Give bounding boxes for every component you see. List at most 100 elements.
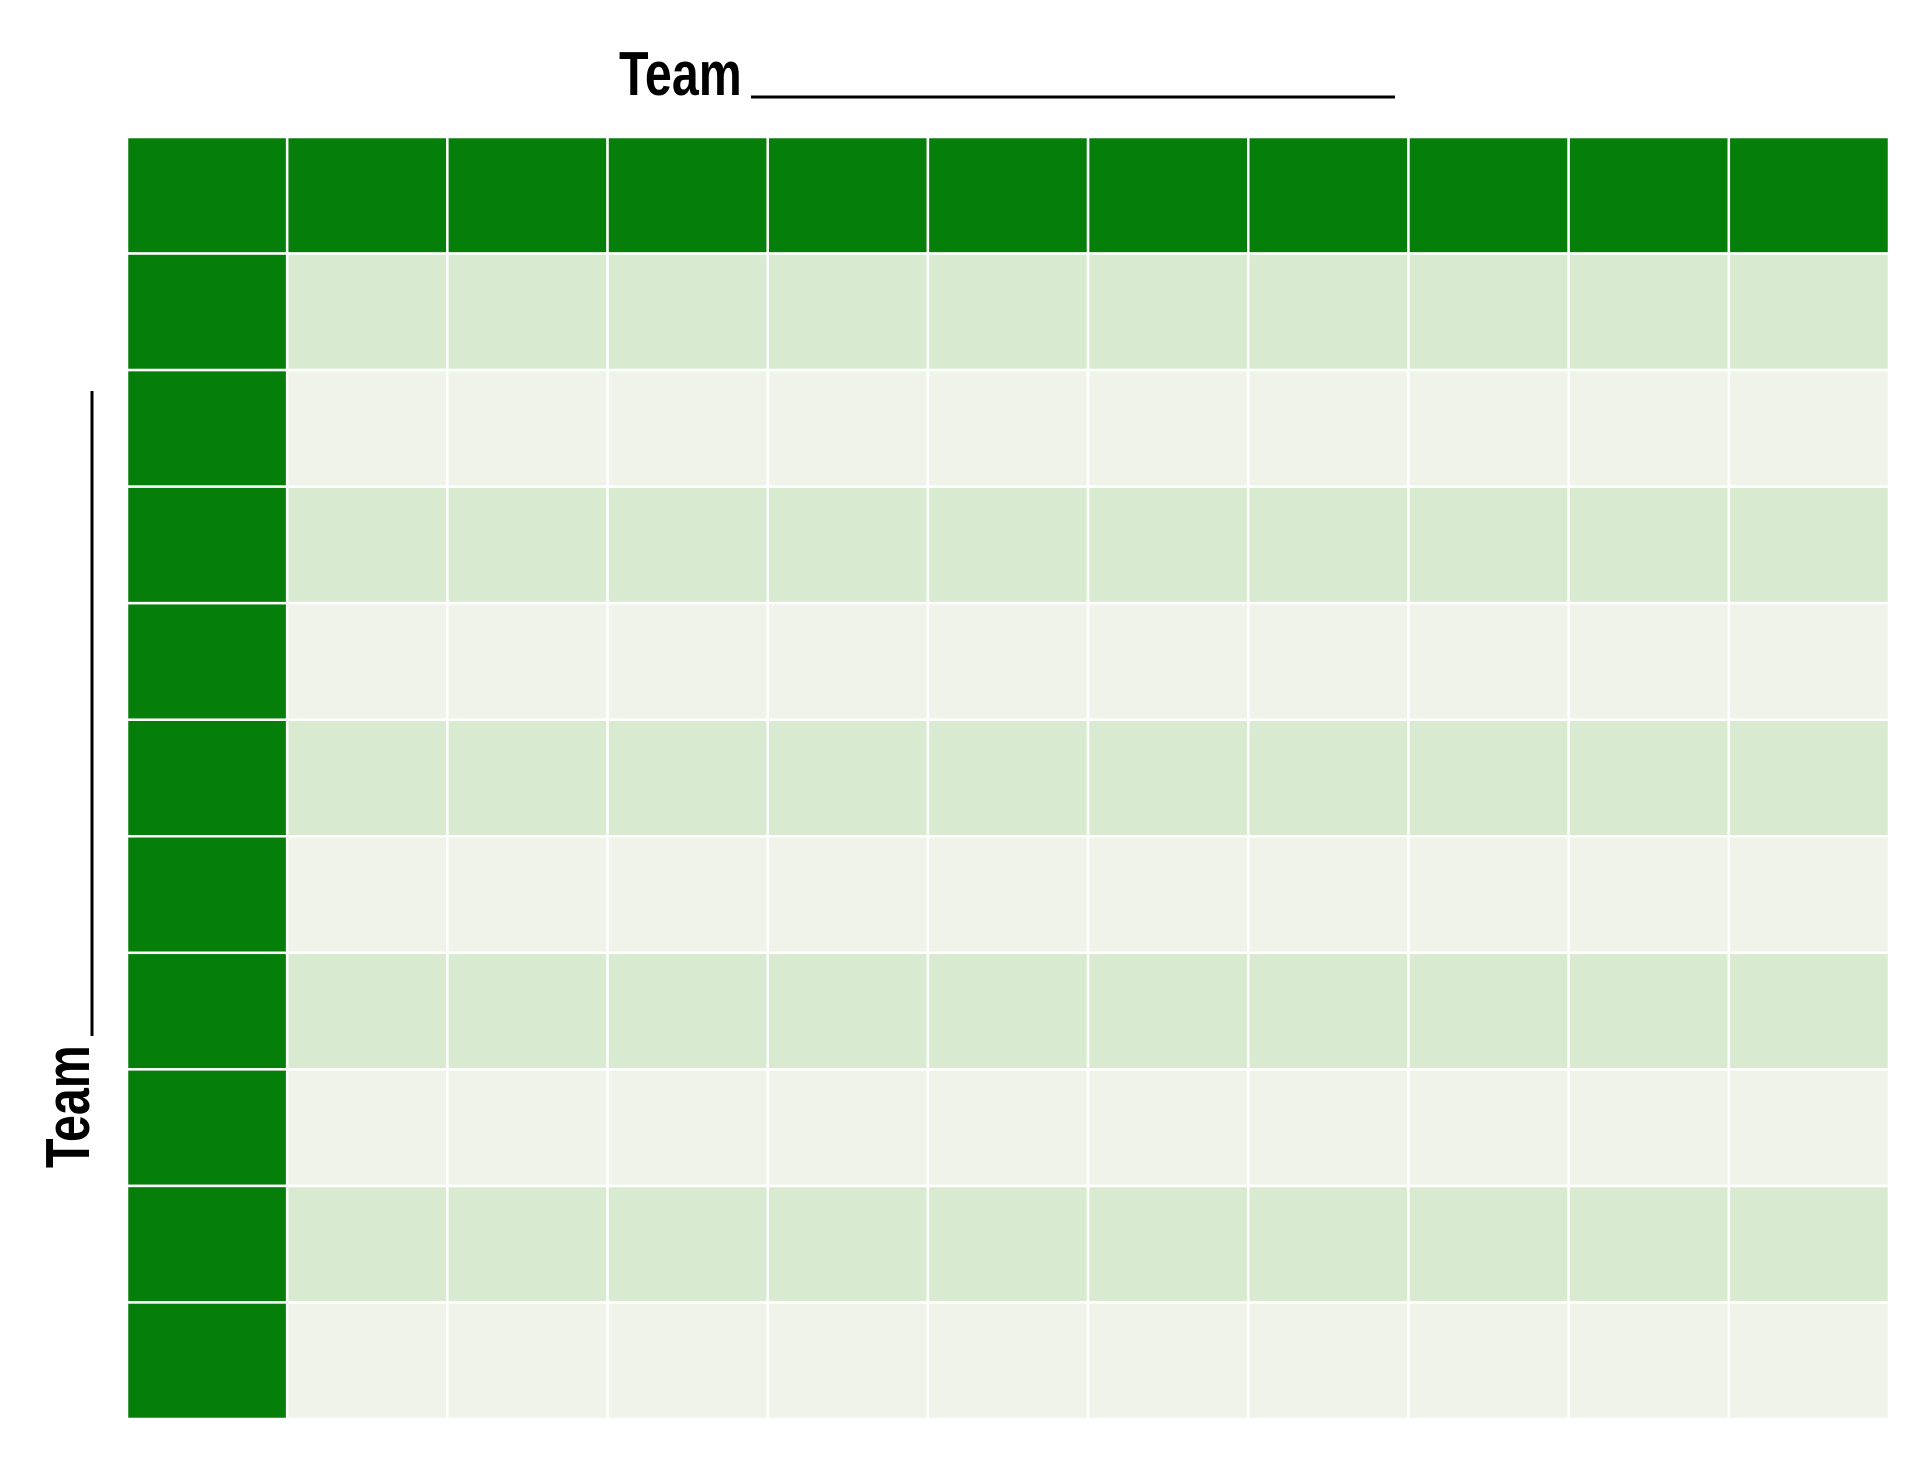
- square-cell: [1247, 601, 1410, 721]
- square-cell: [1247, 252, 1410, 372]
- square-cell: [1407, 252, 1570, 372]
- square-cell: [285, 835, 449, 955]
- square-cell: [926, 835, 1090, 955]
- square-cell: [1727, 1184, 1891, 1304]
- header-cell: [125, 368, 289, 488]
- square-cell: [446, 718, 609, 838]
- header-cell: [125, 1068, 289, 1188]
- square-cell: [1727, 1301, 1891, 1421]
- square-cell: [1247, 1068, 1410, 1188]
- square-cell: [1086, 1301, 1250, 1421]
- square-cell: [1727, 718, 1891, 838]
- side-team-label: Team: [33, 1045, 102, 1168]
- square-cell: [446, 835, 609, 955]
- header-cell: [125, 135, 289, 255]
- square-cell: [446, 1301, 609, 1421]
- square-cell: [766, 368, 930, 488]
- square-cell: [1727, 835, 1891, 955]
- square-cell: [926, 252, 1090, 372]
- header-cell: [1247, 135, 1410, 255]
- header-cell: [1407, 135, 1570, 255]
- square-cell: [1407, 1068, 1570, 1188]
- square-cell: [285, 718, 449, 838]
- square-cell: [446, 485, 609, 605]
- square-cell: [606, 1184, 769, 1304]
- square-cell: [285, 485, 449, 605]
- square-cell: [1247, 835, 1410, 955]
- square-cell: [1247, 1184, 1410, 1304]
- square-cell: [606, 718, 769, 838]
- header-cell: [125, 485, 289, 605]
- square-cell: [1567, 951, 1731, 1071]
- header-cell: [446, 135, 609, 255]
- square-cell: [766, 718, 930, 838]
- square-cell: [606, 1068, 769, 1188]
- square-cell: [1567, 601, 1731, 721]
- square-cell: [766, 835, 930, 955]
- square-cell: [1567, 368, 1731, 488]
- header-cell: [125, 601, 289, 721]
- square-cell: [1407, 485, 1570, 605]
- square-cell: [1407, 835, 1570, 955]
- header-cell: [606, 135, 769, 255]
- square-cell: [1407, 1301, 1570, 1421]
- square-cell: [1407, 718, 1570, 838]
- square-cell: [1727, 951, 1891, 1071]
- header-cell: [125, 718, 289, 838]
- square-cell: [766, 485, 930, 605]
- square-cell: [926, 951, 1090, 1071]
- square-cell: [1086, 368, 1250, 488]
- square-cell: [1247, 368, 1410, 488]
- square-cell: [285, 252, 449, 372]
- square-cell: [1086, 1068, 1250, 1188]
- square-cell: [1086, 485, 1250, 605]
- square-cell: [606, 1301, 769, 1421]
- square-cell: [766, 1301, 930, 1421]
- header-cell: [285, 135, 449, 255]
- square-cell: [926, 1184, 1090, 1304]
- square-cell: [1567, 252, 1731, 372]
- square-cell: [1727, 485, 1891, 605]
- square-cell: [1247, 951, 1410, 1071]
- square-cell: [1407, 368, 1570, 488]
- square-cell: [446, 368, 609, 488]
- header-cell: [125, 951, 289, 1071]
- square-cell: [285, 1301, 449, 1421]
- square-cell: [1567, 1301, 1731, 1421]
- square-cell: [926, 485, 1090, 605]
- square-cell: [926, 718, 1090, 838]
- square-cell: [606, 835, 769, 955]
- top-team-label: Team: [619, 39, 742, 108]
- square-cell: [1727, 1068, 1891, 1188]
- square-cell: [446, 1068, 609, 1188]
- square-cell: [926, 1068, 1090, 1188]
- grid: [125, 135, 1891, 1421]
- square-cell: [1567, 485, 1731, 605]
- square-cell: [606, 601, 769, 721]
- square-cell: [606, 485, 769, 605]
- square-cell: [446, 601, 609, 721]
- header-cell: [1727, 135, 1891, 255]
- square-cell: [1407, 951, 1570, 1071]
- square-cell: [446, 252, 609, 372]
- square-cell: [1407, 1184, 1570, 1304]
- header-cell: [125, 1184, 289, 1304]
- square-cell: [766, 252, 930, 372]
- square-cell: [1086, 1184, 1250, 1304]
- square-cell: [1086, 601, 1250, 721]
- square-cell: [1086, 951, 1250, 1071]
- square-cell: [606, 368, 769, 488]
- square-cell: [1086, 718, 1250, 838]
- header-cell: [125, 1301, 289, 1421]
- header-cell: [1086, 135, 1250, 255]
- square-cell: [926, 1301, 1090, 1421]
- square-cell: [766, 1068, 930, 1188]
- square-cell: [1247, 718, 1410, 838]
- square-cell: [606, 252, 769, 372]
- square-cell: [1086, 835, 1250, 955]
- header-cell: [125, 835, 289, 955]
- square-cell: [1727, 252, 1891, 372]
- square-cell: [606, 951, 769, 1071]
- square-cell: [1727, 368, 1891, 488]
